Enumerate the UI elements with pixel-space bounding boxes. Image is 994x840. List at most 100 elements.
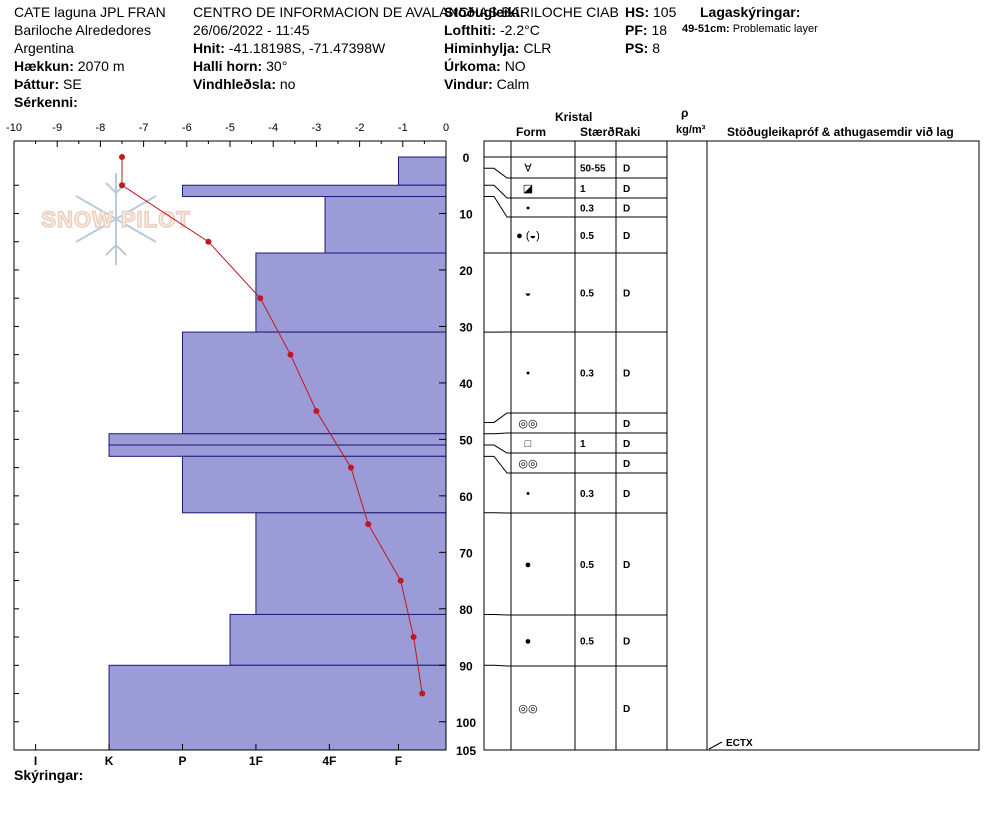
watermark-text: SNOW PILOT — [41, 207, 190, 232]
hardness-tick-label: P — [178, 754, 186, 768]
sky-row: Himinhylja: CLR — [444, 40, 551, 56]
temp-tick-label: -7 — [139, 122, 149, 134]
crystal-form-symbol: ◪ — [523, 183, 533, 195]
density-symbol: ρ — [681, 106, 689, 120]
wind-value: Calm — [496, 76, 530, 92]
elevation-row: Hækkun: 2070 m — [14, 58, 125, 74]
temp-tick-label: -1 — [398, 122, 408, 134]
crystal-form-symbol: • — [526, 368, 530, 380]
crystal-size: 0.5 — [580, 231, 594, 242]
test-result-label: ECTX — [726, 738, 753, 749]
crystal-form-symbol: □ — [525, 438, 532, 450]
slope-value: 30° — [266, 58, 288, 74]
hardness-bar — [181, 455, 447, 514]
crystal-size: 0.3 — [580, 369, 594, 380]
crystal-form-symbol: ◎◎ — [518, 703, 537, 715]
stability-label: Stöðugleiki: — [444, 4, 525, 20]
air-temp-value: -2.2°C — [499, 22, 540, 38]
crystal-size: 50-55 — [580, 164, 606, 175]
moisture-value: D — [623, 419, 630, 430]
hardness-bar — [255, 252, 447, 333]
coords-row: Hnit: -41.18198S, -71.47398W — [193, 40, 385, 56]
moisture-value: D — [623, 184, 630, 195]
moisture-value: D — [623, 439, 630, 450]
organization-name: CENTRO DE INFORMACION DE AVALANCHAS BARI… — [193, 4, 619, 20]
density-unit: kg/m³ — [676, 124, 706, 136]
crystal-form-symbol: • — [526, 203, 530, 215]
temperature-point — [397, 577, 404, 584]
crystal-form-symbol: ● — [525, 559, 532, 571]
sky-value: CLR — [523, 40, 552, 56]
layer-note-range: 49-51cm: — [682, 23, 730, 35]
temperature-point — [313, 408, 320, 415]
depth-tick-label: 10 — [459, 207, 473, 221]
precip-label: Úrkoma: — [444, 58, 501, 74]
depth-tick-label: 90 — [459, 659, 473, 673]
coords-label: Hnit: — [193, 40, 225, 56]
moisture-header: Raki — [615, 125, 641, 139]
layer-connector — [484, 455, 511, 474]
location-name: CATE laguna JPL FRAN — [14, 4, 166, 20]
sky-label: Himinhylja: — [444, 40, 520, 56]
moisture-value: D — [623, 637, 630, 648]
layer-table: ∀ 50-55 D ◪ 1 D • 0.3 D ● (◒) 0.5 D ◒ 0.5 D • 0.3 D ◎◎ D □ 1 D… — [483, 140, 980, 751]
depth-tick-label: 20 — [459, 264, 473, 278]
crystal-form-symbol: ● — [525, 636, 532, 648]
temperature-point — [205, 238, 212, 245]
temp-tick-label: -4 — [268, 122, 278, 134]
crystal-size: 0.5 — [580, 289, 594, 300]
specifics-label: Sérkenni: — [14, 94, 78, 110]
elevation-value: 2070 m — [77, 58, 125, 74]
coords-value: -41.18198S, -71.47398W — [228, 40, 386, 56]
hardness-tick-label: F — [395, 754, 402, 768]
depth-tick-label: 60 — [459, 490, 473, 504]
hs-value: 105 — [653, 4, 677, 20]
form-header: Form — [516, 125, 546, 139]
crystal-form-symbol: ◒ — [525, 288, 532, 300]
moisture-value: D — [623, 704, 630, 715]
depth-tick-label: 30 — [459, 320, 473, 334]
hardness-bar — [108, 444, 447, 457]
hardness-bars — [108, 156, 447, 751]
depth-tick-label: 0 — [463, 151, 470, 165]
layer-note-text: Problematic layer — [732, 23, 818, 35]
depth-tick-label: 70 — [459, 546, 473, 560]
hs-label: HS: — [625, 4, 650, 20]
pf-row: PF: 18 — [625, 22, 667, 38]
depth-tick-label: 105 — [456, 744, 476, 758]
temperature-point — [347, 464, 354, 471]
slope-row: Halli horn: 30° — [193, 58, 287, 74]
crystal-size: 0.3 — [580, 489, 594, 500]
layer-connector — [484, 412, 511, 423]
moisture-value: D — [623, 204, 630, 215]
hardness-tick-label: I — [34, 754, 37, 768]
crystal-form-symbol: ◎◎ — [518, 458, 537, 470]
country-name: Argentina — [14, 40, 74, 56]
layer-connector — [484, 664, 511, 667]
crystal-form-symbol: ∀ — [524, 163, 532, 175]
aspect-label: Þáttur: — [14, 76, 60, 92]
legend-label: Skýringar: — [14, 767, 84, 783]
temperature-point — [257, 295, 264, 302]
watermark: SNOW PILOT — [41, 173, 190, 265]
hardness-bar — [397, 156, 447, 186]
crystal-size: 0.5 — [580, 560, 594, 571]
precip-value: NO — [504, 58, 526, 74]
crystal-form-symbol: • — [526, 488, 530, 500]
ps-label: PS: — [625, 40, 649, 56]
layer-notes-label: Lagaskýringar: — [700, 4, 801, 20]
crystal-size: 1 — [580, 439, 586, 450]
crystal-size: 1 — [580, 184, 586, 195]
moisture-value: D — [623, 560, 630, 571]
moisture-value: D — [623, 289, 630, 300]
ps-value: 8 — [652, 40, 661, 56]
wind-loading-value: no — [279, 76, 296, 92]
chart-axes: -10 -9 -8 -7 -6 -5 -4 -3 -2 -1 0010203040506070809… — [6, 122, 476, 768]
layer-connector — [484, 184, 511, 199]
air-temp-row: Lofthiti: -2.2°C — [444, 22, 540, 38]
crystal-size: 0.5 — [580, 637, 594, 648]
sublocation-name: Bariloche Alrededores — [14, 22, 151, 38]
size-header: Stærð — [580, 125, 615, 139]
observation-datetime: 26/06/2022 - 11:45 — [193, 22, 310, 38]
